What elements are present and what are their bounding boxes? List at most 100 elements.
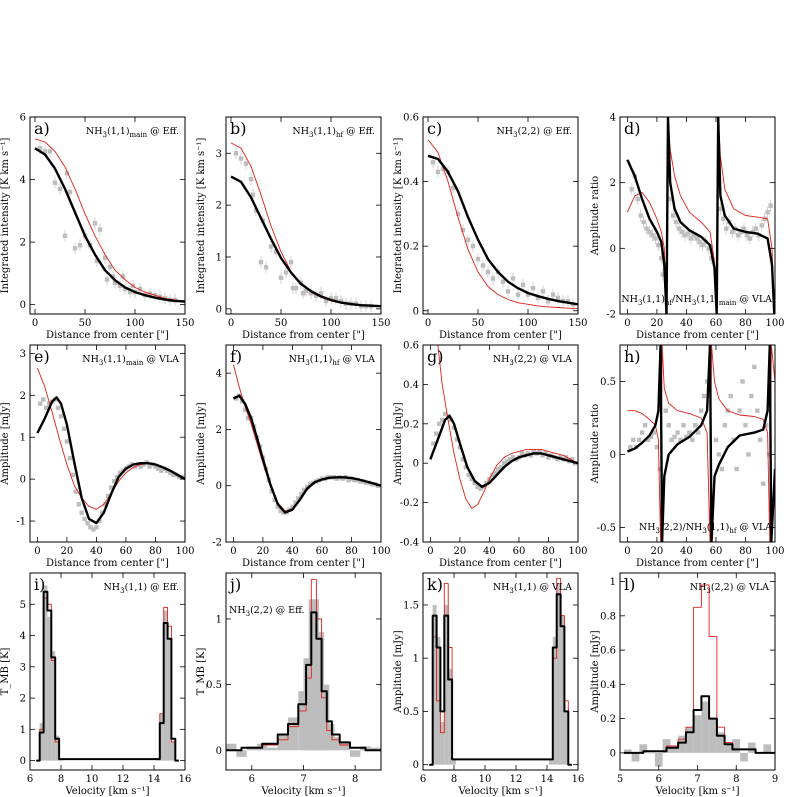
- histogram-bar: [51, 651, 56, 761]
- y-tick-label: 0.2: [600, 714, 616, 725]
- x-tick-label: 100: [568, 546, 587, 557]
- y-tick-label: 0.5: [403, 707, 419, 718]
- data-point: [478, 486, 483, 492]
- plot-area: [34, 138, 185, 306]
- data-point: [743, 423, 748, 428]
- histogram-bar: [732, 739, 741, 753]
- title-text: @ VLA: [536, 582, 572, 593]
- x-axis-label: Distance from center ["]: [439, 330, 562, 341]
- plot-frame: [225, 344, 382, 543]
- data-point: [759, 223, 764, 228]
- title-text: (1,1): [514, 582, 537, 593]
- histogram-bar: [556, 583, 561, 765]
- data-point: [38, 401, 43, 406]
- histogram-bar: [560, 615, 565, 765]
- histogram-bar: [329, 737, 340, 751]
- data-point: [302, 487, 307, 493]
- data-point: [728, 393, 733, 399]
- plot-frame: [422, 116, 579, 315]
- x-tick-label: 20: [651, 318, 664, 329]
- data-point: [72, 246, 78, 251]
- data-point: [684, 434, 689, 440]
- data-point: [555, 295, 561, 301]
- data-point: [663, 408, 668, 413]
- title-text: @ VLA: [736, 294, 772, 305]
- data-point: [519, 451, 525, 456]
- data-point: [555, 457, 560, 462]
- histogram-bar: [639, 744, 648, 753]
- data-point: [107, 264, 113, 270]
- x-tick-label: 12: [510, 774, 523, 785]
- y-tick-label: 1: [20, 725, 26, 736]
- x-tick-label: 60: [710, 318, 723, 329]
- data-point: [698, 408, 704, 413]
- data-point: [642, 423, 648, 428]
- data-point: [112, 280, 118, 285]
- histogram-bar: [647, 752, 655, 754]
- x-tick-label: 60: [316, 546, 329, 557]
- data-point: [127, 289, 133, 295]
- x-tick-label: 0: [624, 318, 630, 329]
- data-point: [248, 177, 254, 182]
- histogram-bar: [267, 747, 278, 751]
- data-point: [639, 430, 645, 435]
- data-point: [545, 298, 551, 304]
- data-point: [450, 185, 456, 191]
- data-point: [472, 480, 477, 486]
- y-tick-label: 0.5: [206, 680, 222, 691]
- red-model-steps: [226, 579, 381, 751]
- data-point: [681, 423, 686, 428]
- data-point: [91, 527, 96, 532]
- data-point: [768, 203, 773, 208]
- x-tick-label: 5: [617, 774, 623, 785]
- data-point: [510, 276, 516, 281]
- title-text: @ Eff.: [147, 582, 179, 593]
- data-point: [52, 180, 58, 185]
- data-point: [672, 434, 677, 440]
- title-text: @ VLA: [339, 354, 375, 365]
- data-point: [675, 430, 680, 435]
- title-text: (1,1): [107, 126, 130, 137]
- data-point: [323, 298, 329, 304]
- histogram-bar: [171, 741, 176, 761]
- data-point: [440, 166, 446, 171]
- red-model-curve: [627, 345, 775, 542]
- data-point: [682, 233, 688, 238]
- data-point: [716, 452, 722, 457]
- x-tick-label: 80: [542, 546, 555, 557]
- data-point: [687, 430, 692, 435]
- data-point: [653, 236, 658, 241]
- data-point: [170, 472, 176, 478]
- data-point: [520, 282, 526, 288]
- title-subscript: main: [719, 299, 737, 307]
- y-tick-label: 2: [216, 425, 222, 436]
- chart-panel-h: 0 20 40 60 80 100 -0.5 0 0.5 Distance from center…: [590, 344, 785, 569]
- x-tick-label: 40: [90, 546, 103, 557]
- data-point: [64, 171, 70, 176]
- x-tick-label: 100: [321, 318, 340, 329]
- data-point: [762, 216, 767, 221]
- data-point: [62, 233, 68, 239]
- title-subscript: 3: [246, 610, 250, 618]
- x-tick-label: 100: [125, 318, 144, 329]
- x-tick-label: 50: [79, 318, 92, 329]
- data-point: [97, 227, 103, 232]
- y-tick-label: -0.2: [400, 498, 419, 509]
- plot-frame: [29, 572, 186, 771]
- data-point: [238, 156, 244, 161]
- data-point: [242, 407, 248, 412]
- data-point: [569, 457, 575, 462]
- data-point: [722, 423, 728, 428]
- data-point: [650, 233, 655, 238]
- y-tick-label: 5: [20, 600, 26, 611]
- y-tick-label: 0: [413, 306, 419, 317]
- title-text: (1,1): [310, 354, 333, 365]
- panel-label: j): [228, 575, 241, 594]
- data-point: [644, 226, 649, 231]
- data-point: [753, 226, 759, 231]
- data-point: [657, 466, 663, 472]
- plot-frame: [422, 344, 579, 543]
- data-point: [504, 459, 510, 464]
- data-point: [470, 243, 476, 249]
- histogram-bar: [370, 747, 381, 751]
